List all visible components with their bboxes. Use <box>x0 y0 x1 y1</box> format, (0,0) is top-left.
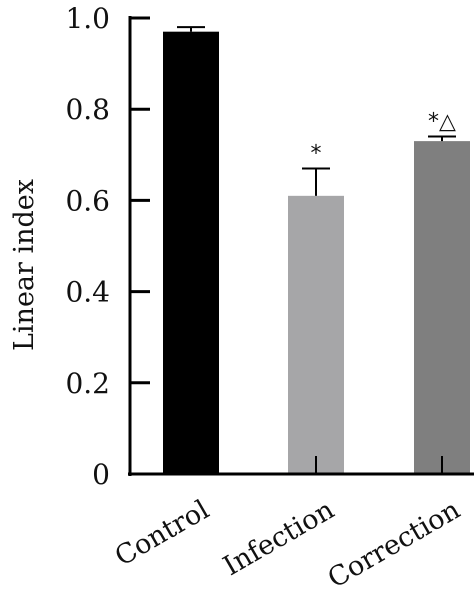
category-label-infection: Infection <box>218 494 339 582</box>
y-tick-label: 0.6 <box>65 184 110 217</box>
y-tick-label: 1.0 <box>65 2 110 35</box>
y-tick-label: 0 <box>92 458 110 491</box>
category-label-control: Control <box>110 494 215 572</box>
bar-infection <box>288 195 344 474</box>
y-ticks: 0 0.2 0.4 0.6 0.8 1.0 <box>65 2 150 491</box>
significance-marker: * <box>311 141 322 166</box>
y-axis-label: Linear index <box>9 179 40 351</box>
significance-marker: *△ <box>428 110 456 135</box>
error-bars <box>177 26 456 474</box>
bars <box>163 31 470 475</box>
axes <box>128 16 474 476</box>
y-tick-label: 0.8 <box>65 93 110 126</box>
y-tick-label: 0.2 <box>65 367 110 400</box>
category-label-correction: Correction <box>323 494 466 594</box>
significance-markers: * *△ <box>311 110 457 167</box>
y-tick-label: 0.4 <box>65 276 110 309</box>
bar-control <box>163 31 219 475</box>
bar-correction <box>414 141 470 474</box>
